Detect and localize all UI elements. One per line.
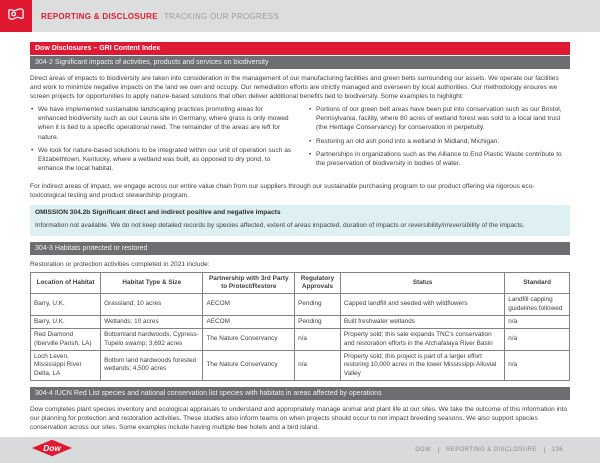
table-cell: Capped landfill and seeded with wildflow… xyxy=(339,293,506,316)
main-content: Dow Disclosures – GRI Content Index 304-… xyxy=(29,42,570,463)
section-icon-tile xyxy=(0,0,32,32)
table-cell: The Nature Conservancy xyxy=(202,349,296,381)
bullet-list-left: We have implemented sustainable landscap… xyxy=(30,105,292,173)
table-cell: Bottom land hardwoods forested wetlands;… xyxy=(100,349,204,381)
bullet-item: We have implemented sustainable landscap… xyxy=(30,105,292,141)
table-row: Red Diamond (Iberville Parish, LA) Bottom… xyxy=(29,328,570,351)
header-row: Location of Habitat Habitat Type & Size Pa… xyxy=(29,271,570,295)
column-header: Habitat Type & Size xyxy=(100,271,204,295)
report-section-title: REPORTING & DISCLOSURE xyxy=(41,11,158,21)
table-cell: The Nature Conservancy xyxy=(202,328,296,351)
table-cell: Property sold; this project is part of a… xyxy=(339,349,506,381)
table-cell: n/a xyxy=(294,328,341,351)
restoration-intro-line: Restoration or protection activities com… xyxy=(30,260,210,268)
omission-304-2b-heading: OMISSION 304.2b Significant direct and i… xyxy=(35,209,281,217)
table-cell: Pending xyxy=(294,293,341,316)
table-cell: Barry, U.K. xyxy=(29,293,102,316)
table-cell: Grassland; 10 acres xyxy=(100,293,204,316)
column-header: Regulatory Approvals xyxy=(294,271,341,295)
omission-304-2b-body: Information not available. We do not kee… xyxy=(35,221,525,229)
table-cell: n/a xyxy=(504,349,570,381)
gri-index-title-bar: Dow Disclosures – GRI Content Index xyxy=(30,42,570,55)
footer-brand-crumb: DOW xyxy=(415,447,432,453)
bullet-column-right: Portions of our green belt areas have be… xyxy=(308,105,570,177)
table-cell: Landfill capping guidelines followed xyxy=(504,293,570,316)
habitats-table-header: Location of Habitat Habitat Type & Size Pa… xyxy=(29,271,570,295)
ribbon-flag-icon xyxy=(6,4,26,29)
table-cell: Built freshwater wetlands xyxy=(339,314,506,330)
table-cell: Property sold; this sale expands TNC's c… xyxy=(339,328,506,351)
omission-304-2b-box: OMISSION 304.2b Significant direct and i… xyxy=(30,205,570,236)
table-cell: n/a xyxy=(504,314,570,330)
habitats-table: Location of Habitat Habitat Type & Size Pa… xyxy=(29,271,570,381)
table-cell: Loch Leven, Mississippi River Delta, LA xyxy=(29,349,102,381)
column-header: Standard xyxy=(504,271,570,295)
top-header-bar: REPORTING & DISCLOSURE TRACKING OUR PROG… xyxy=(0,0,600,32)
bullet-column-left: We have implemented sustainable landscap… xyxy=(30,105,292,177)
table-row: Loch Leven, Mississippi River Delta, LA B… xyxy=(29,349,570,381)
bullet-item: Portions of our green belt areas have be… xyxy=(308,105,570,132)
table-row: Barry, U.K. Wetlands; 10 acres AECOM Pendin… xyxy=(29,314,570,330)
bullet-list-right: Portions of our green belt areas have be… xyxy=(308,105,570,168)
table-cell: n/a xyxy=(504,328,570,351)
svg-text:Dow: Dow xyxy=(43,443,61,453)
table-cell: AECOM xyxy=(202,314,296,330)
example-bullet-columns: We have implemented sustainable landscap… xyxy=(30,105,570,177)
table-cell: Wetlands; 10 acres xyxy=(100,314,204,330)
table-cell: n/a xyxy=(294,349,341,381)
disclosure-304-4-bar: 304-4 IUCN Red List species and national… xyxy=(30,386,570,400)
table-row: Barry, U.K. Grassland; 10 acres AECOM Pendi… xyxy=(29,293,570,316)
report-subsection-title: TRACKING OUR PROGRESS xyxy=(163,11,280,21)
disclosure-304-2-bar: 304-2 Significant impacts of activities,… xyxy=(30,56,570,69)
table-cell: Barry, U.K. xyxy=(29,314,102,330)
page-footer: Dow DOW REPORTING & DISCLOSURE 136 xyxy=(0,437,600,463)
bullet-item: We look for nature-based solutions to be… xyxy=(30,146,292,173)
species-conservation-paragraph: Dow completes plant species inventory an… xyxy=(30,405,568,432)
column-header: Location of Habitat xyxy=(29,271,102,295)
bullet-item: Restoring an old ash pond into a wetland… xyxy=(308,137,570,146)
bullet-item: Partnerships in organizations such as th… xyxy=(308,150,570,168)
dow-logo: Dow xyxy=(0,439,74,462)
table-cell: Bottomland hardwoods, Cypress-Tupelo swa… xyxy=(100,328,204,351)
disclosure-304-3-bar: 304-3 Habitats protected or restored xyxy=(30,241,570,255)
footer-page-number: 136 xyxy=(543,447,570,453)
biodiversity-intro-paragraph: Direct areas of impacts to biodiversity … xyxy=(30,75,559,101)
indirect-impact-paragraph: For indirect areas of impact, we engage … xyxy=(30,182,535,200)
column-header: Status xyxy=(339,271,506,295)
table-cell: Pending xyxy=(294,314,341,330)
footer-breadcrumb: DOW REPORTING & DISCLOSURE 136 xyxy=(408,447,570,453)
table-cell: Red Diamond (Iberville Parish, LA) xyxy=(29,328,102,351)
column-header: Partnership with 3rd Party to Protect/Re… xyxy=(202,271,296,295)
footer-section-crumb: REPORTING & DISCLOSURE xyxy=(438,447,544,453)
habitats-table-body: Barry, U.K. Grassland; 10 acres AECOM Pendi… xyxy=(29,293,570,381)
table-cell: AECOM xyxy=(202,293,296,316)
